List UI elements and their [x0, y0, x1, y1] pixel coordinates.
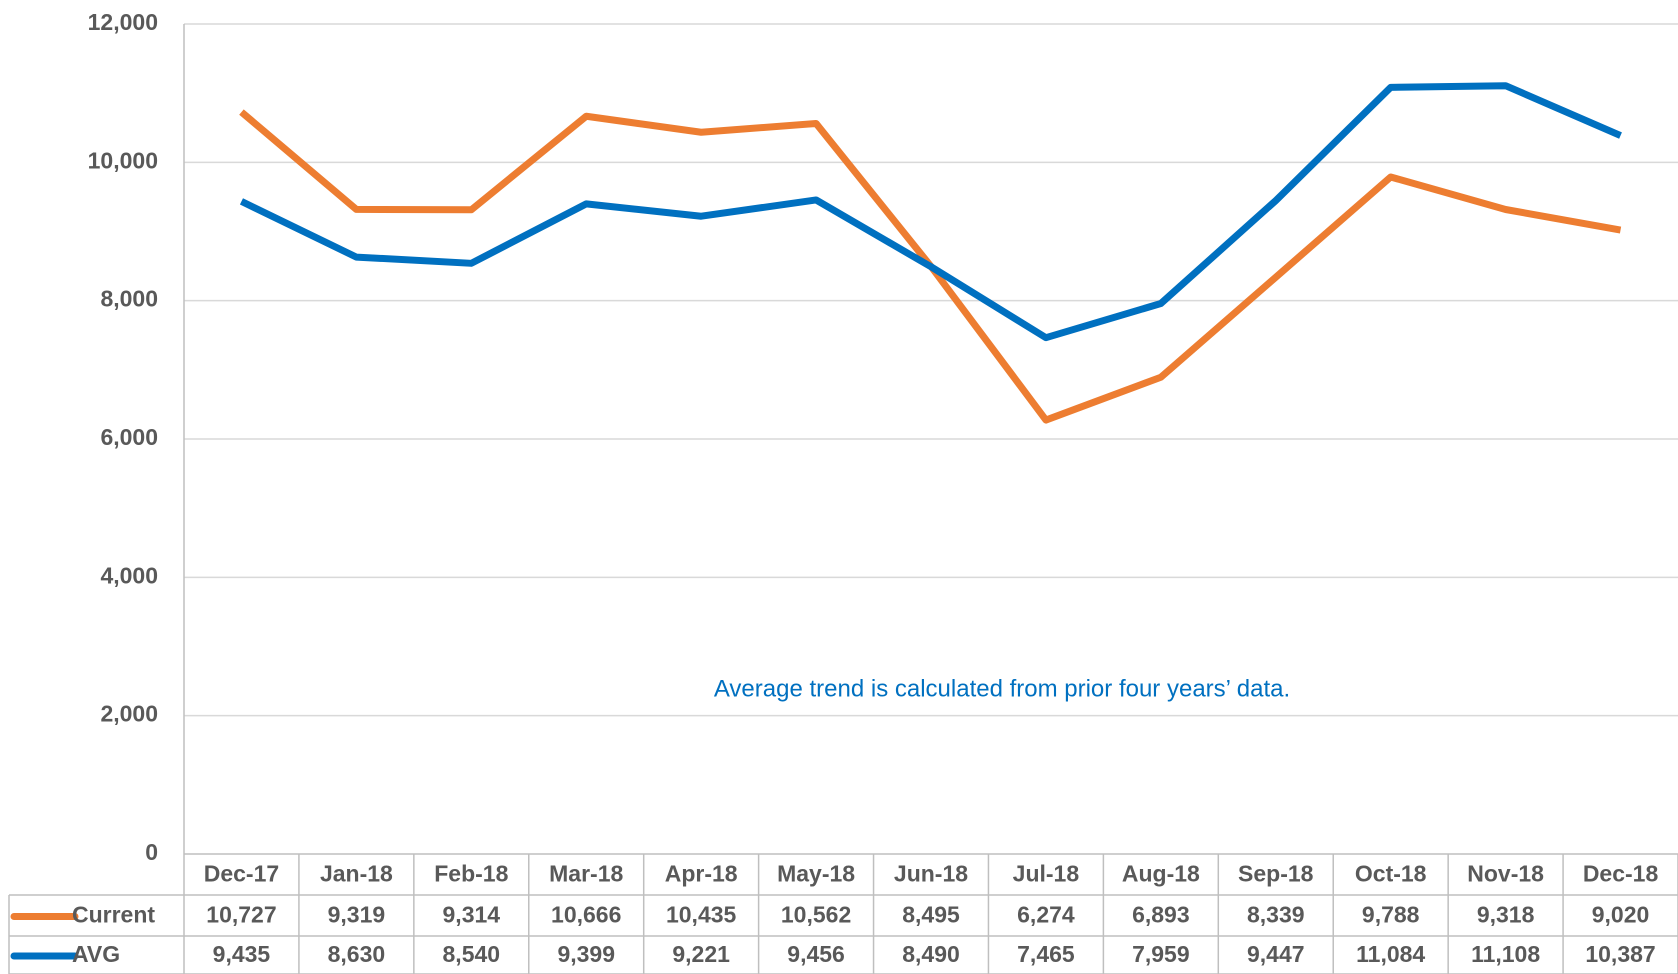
table-value: 10,727	[206, 902, 276, 928]
table-value: 8,339	[1247, 902, 1305, 928]
y-tick-label: 4,000	[100, 562, 158, 588]
table-value: 11,084	[1356, 941, 1425, 967]
table-value: 9,788	[1362, 902, 1420, 928]
table-value: 7,959	[1132, 941, 1190, 967]
x-tick-label: Dec-17	[204, 861, 279, 887]
legend-label: AVG	[72, 941, 120, 967]
x-tick-label: Feb-18	[434, 861, 508, 887]
x-tick-label: Jul-18	[1013, 861, 1080, 887]
annotation: Average trend is calculated from prior f…	[714, 675, 1290, 702]
legend-label: Current	[72, 902, 155, 928]
table-value: 9,447	[1247, 941, 1305, 967]
x-tick-label: Apr-18	[665, 861, 738, 887]
table-value: 9,318	[1477, 902, 1535, 928]
table-value: 10,435	[666, 902, 737, 928]
table-value: 10,562	[781, 902, 851, 928]
y-tick-label: 2,000	[100, 701, 158, 727]
table-value: 6,893	[1132, 902, 1190, 928]
y-tick-label: 8,000	[100, 286, 158, 312]
x-tick-label: Jan-18	[320, 861, 393, 887]
table-value: 8,630	[328, 941, 386, 967]
table-value: 11,108	[1471, 941, 1540, 967]
table-value: 9,435	[213, 941, 271, 967]
y-tick-label: 0	[145, 839, 158, 865]
table-value: 9,221	[672, 941, 730, 967]
x-tick-label: Aug-18	[1122, 861, 1200, 887]
table-value: 9,314	[443, 902, 501, 928]
x-tick-label: Mar-18	[549, 861, 623, 887]
y-tick-label: 12,000	[88, 9, 158, 35]
table-value: 7,465	[1017, 941, 1075, 967]
y-tick-label: 10,000	[88, 147, 158, 173]
table-value: 9,399	[557, 941, 615, 967]
x-tick-label: Oct-18	[1355, 861, 1427, 887]
x-tick-label: Nov-18	[1467, 861, 1544, 887]
table-value: 9,020	[1592, 902, 1650, 928]
x-tick-label: May-18	[777, 861, 855, 887]
table-value: 9,319	[328, 902, 386, 928]
x-tick-label: Jun-18	[894, 861, 968, 887]
table-value: 8,540	[443, 941, 501, 967]
table-value: 10,666	[551, 902, 621, 928]
series-line	[239, 82, 1622, 342]
x-tick-label: Sep-18	[1238, 861, 1314, 887]
table-value: 10,387	[1585, 941, 1655, 967]
table-value: 8,495	[902, 902, 960, 928]
y-tick-label: 6,000	[100, 424, 158, 450]
x-tick-label: Dec-18	[1583, 861, 1659, 887]
table-value: 8,490	[902, 941, 960, 967]
table-value: 9,456	[787, 941, 845, 967]
table-value: 6,274	[1017, 902, 1075, 928]
